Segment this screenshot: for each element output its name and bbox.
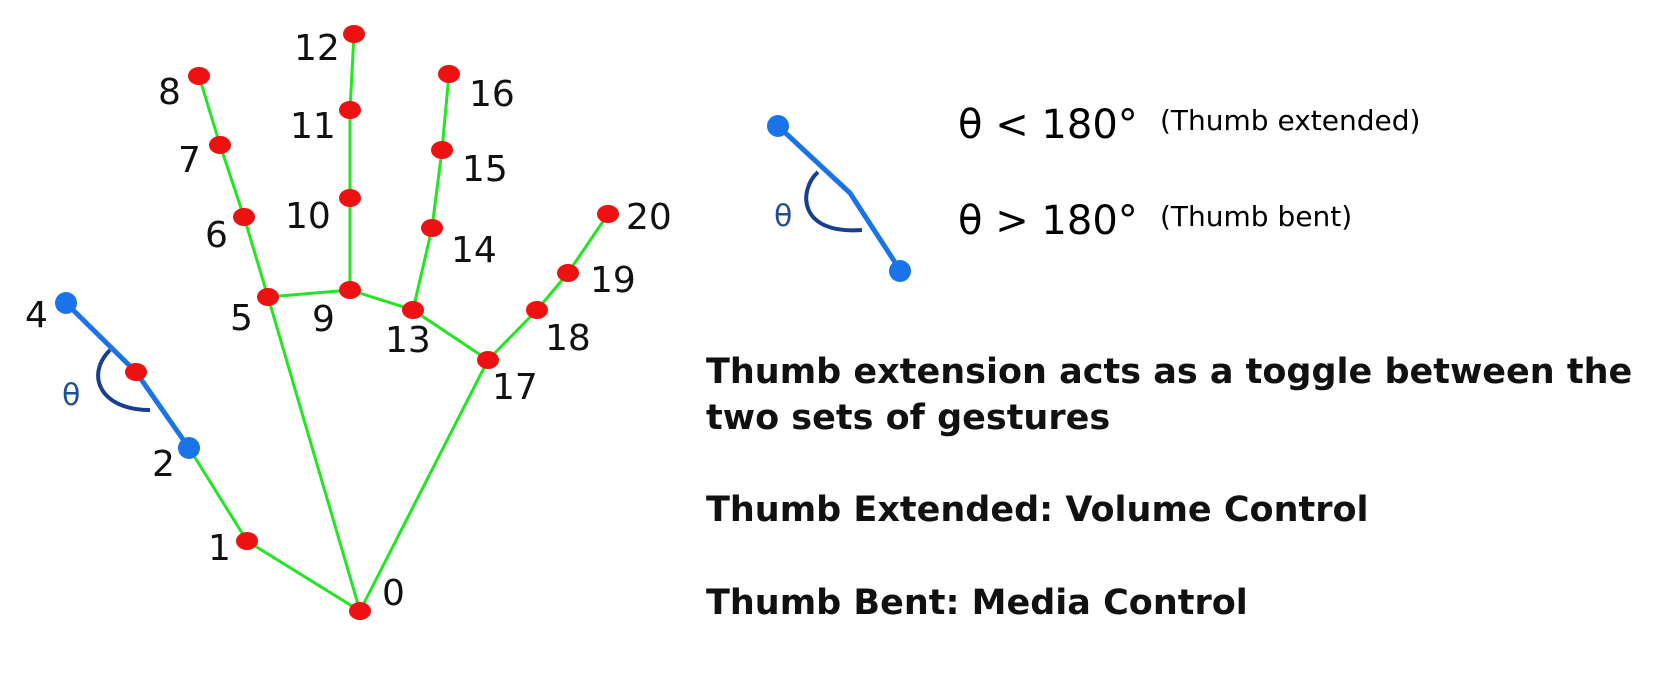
bone-6-7	[218, 143, 246, 219]
landmark-label-17: 17	[492, 367, 538, 408]
bone-7-8	[197, 74, 222, 147]
landmark-label-8: 8	[158, 72, 181, 113]
hand-joints	[55, 25, 619, 620]
landmark-1	[236, 532, 258, 550]
landmark-label-7: 7	[178, 140, 201, 181]
bone-9-13	[348, 288, 415, 312]
landmark-label-6: 6	[205, 215, 228, 256]
bone-0-5	[266, 295, 362, 613]
landmark-label-1: 1	[208, 528, 231, 569]
landmark-12	[343, 25, 365, 43]
landmark-label-2: 2	[152, 444, 175, 485]
landmark-9	[339, 281, 361, 299]
hand-theta-label: θ	[62, 378, 80, 413]
hand-skeleton	[63, 32, 610, 613]
bone-1-2	[187, 446, 249, 543]
landmark-11	[339, 101, 361, 119]
landmark-17	[477, 351, 499, 369]
landmark-7	[209, 136, 231, 154]
bone-0-17	[358, 358, 490, 613]
angle-rules: θ < 180° (Thumb extended) θ > 180° (Thum…	[958, 102, 1420, 244]
bone-0-1	[245, 539, 362, 613]
landmark-13	[402, 301, 424, 319]
toggle-caption-line2: two sets of gestures	[706, 398, 1111, 438]
thumb-bone-3-4	[63, 300, 139, 375]
rule-bent-condition: θ > 180°	[958, 198, 1138, 244]
landmark-8	[188, 67, 210, 85]
bone-17-18	[486, 308, 539, 362]
bone-13-17	[411, 308, 490, 362]
landmark-18	[526, 301, 548, 319]
angle-endpoint-bottom	[889, 260, 911, 282]
thumb-angle-highlight: θ	[62, 348, 151, 413]
landmark-label-10: 10	[285, 196, 331, 237]
landmark-label-12: 12	[294, 28, 340, 69]
landmark-label-4: 4	[25, 295, 48, 336]
landmark-6	[233, 208, 255, 226]
rule-extended-condition: θ < 180°	[958, 102, 1138, 148]
landmark-0	[349, 602, 371, 620]
toggle-caption-line1: Thumb extension acts as a toggle between…	[706, 352, 1633, 392]
hand-theta-arc	[96, 348, 151, 412]
landmark-label-19: 19	[590, 260, 636, 301]
landmark-20	[597, 205, 619, 223]
angle-illustration: θ	[767, 115, 911, 282]
landmark-label-11: 11	[290, 106, 336, 147]
landmark-4	[55, 292, 77, 314]
bone-15-16	[440, 72, 451, 152]
angle-theta-label: θ	[774, 199, 792, 234]
angle-line	[775, 123, 903, 273]
landmark-14	[421, 219, 443, 237]
thumb-bone-2-3	[133, 369, 192, 451]
angle-endpoint-top	[767, 115, 789, 137]
landmark-3	[125, 363, 147, 381]
landmark-label-20: 20	[626, 197, 672, 238]
landmark-2	[178, 437, 200, 459]
landmark-19	[557, 264, 579, 282]
landmark-label-5: 5	[230, 298, 253, 339]
landmark-label-0: 0	[382, 573, 405, 614]
thumb-extended-caption: Thumb Extended: Volume Control	[706, 490, 1369, 530]
angle-theta-arc	[804, 170, 863, 233]
bone-11-12	[348, 32, 356, 112]
landmark-label-14: 14	[451, 230, 497, 271]
bone-14-15	[430, 148, 444, 230]
bone-13-14	[411, 226, 434, 312]
thumb-bent-caption: Thumb Bent: Media Control	[706, 583, 1248, 623]
landmark-label-18: 18	[545, 318, 591, 359]
rule-extended-meaning: (Thumb extended)	[1160, 104, 1420, 137]
bone-19-20	[566, 212, 610, 275]
landmark-label-16: 16	[469, 74, 515, 115]
landmark-label-9: 9	[312, 299, 335, 340]
landmark-16	[438, 65, 460, 83]
landmark-label-15: 15	[462, 149, 508, 190]
landmark-5	[257, 288, 279, 306]
landmark-15	[431, 141, 453, 159]
landmark-10	[339, 189, 361, 207]
bone-5-6	[242, 215, 270, 299]
landmark-label-13: 13	[385, 320, 431, 361]
bone-5-9	[266, 288, 352, 299]
rule-bent-meaning: (Thumb bent)	[1160, 200, 1352, 233]
